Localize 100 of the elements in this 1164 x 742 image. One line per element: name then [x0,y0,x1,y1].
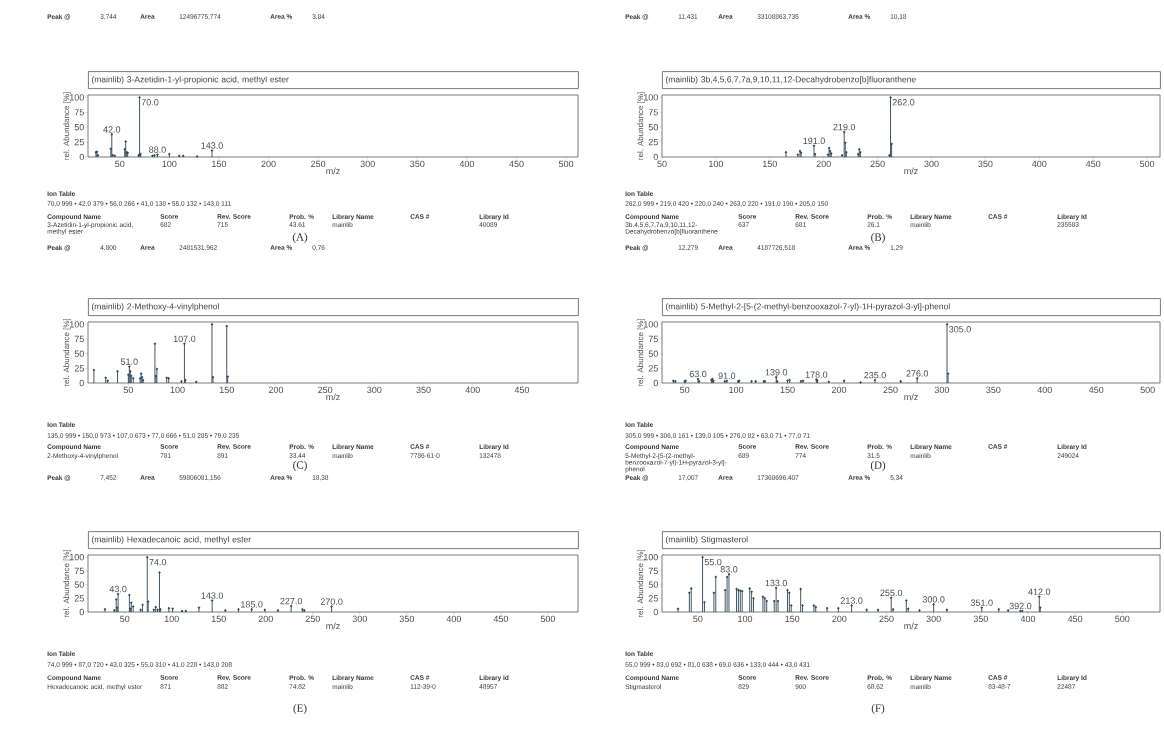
x-tick-label: 100 [170,386,185,394]
annotation: 255.0 [880,589,903,597]
annotation: 55.0 [704,558,722,566]
x-tick-label: 50 [680,386,690,394]
annotation: 191.0 [803,137,825,144]
x-tick-label: 350 [978,160,993,168]
annotation: 63.0 [689,370,707,378]
y-tick-label: 0 [653,379,658,387]
y-tick-label: 75 [648,567,658,575]
x-tick-label: 250 [883,386,898,394]
x-tick-label: 250 [305,615,320,623]
annotation: 107.0 [173,335,196,342]
x-tick-label: 300 [360,160,375,168]
y-tick-label: 100 [643,554,658,561]
annotation: 74.0 [149,558,167,566]
x-tick-label: 100 [709,160,724,168]
x-tick-label: 50 [120,615,130,623]
y-tick-label: 100 [643,321,658,328]
annotation: 412.0 [1028,588,1051,595]
x-axis-title: m/z [326,622,340,630]
x-tick-label: 150 [212,160,227,168]
y-tick-label: 100 [69,321,84,328]
x-tick-label: 450 [514,386,530,394]
annotation: 88.0 [149,146,166,153]
y-tick-label: 75 [74,335,84,343]
annotation: 91.0 [718,372,736,379]
annotation: 133.0 [765,579,788,587]
annotation: 143.0 [201,592,224,599]
annotation: 51.0 [120,358,138,365]
y-tick-label: 100 [69,554,84,561]
chart-title: (mainlib) 3-Azetidin-1-yl-propionic acid, methyl ester [91,76,289,85]
text: (C) [293,461,307,471]
x-tick-label: 200 [258,615,273,623]
x-tick-label: 150 [762,160,777,168]
annotation: 178.0 [805,371,828,378]
annotation: 351.0 [970,599,993,606]
annotation: 83.0 [720,566,738,573]
x-tick-label: 250 [318,386,333,394]
x-tick-label: 150 [211,615,226,623]
y-tick-label: 0 [79,379,84,387]
x-tick-label: 400 [1037,386,1052,394]
x-tick-label: 200 [831,386,847,394]
chart-title: (mainlib) Stigmasterol [665,536,748,545]
x-tick-label: 350 [416,386,431,394]
x-tick-label: 500 [1140,386,1155,394]
annotation: 143.0 [201,142,223,149]
x-tick-label: 250 [870,160,885,168]
y-tick-label: 0 [79,608,84,616]
x-tick-label: 300 [926,615,941,623]
annotation: 43.0 [109,585,127,593]
y-tick-label: 25 [648,138,658,146]
x-tick-label: 250 [311,160,326,168]
y-tick-label: 50 [648,581,658,588]
annotation: 262.0 [892,99,915,106]
y-tick-label: 25 [648,365,658,372]
x-tick-label: 150 [780,386,795,394]
x-tick-label: 250 [879,615,894,623]
y-axis-title: rel. Abundance [%] [63,318,71,387]
x-tick-label: 400 [1031,160,1047,168]
chart-title: (mainlib) 5-Methyl-2-[5-(2-methyl-benzooxazol-7-yl)-1H-pyrazol-3-yl]-phenol [665,303,950,312]
y-tick-label: 50 [74,124,84,131]
x-tick-label: 400 [465,386,480,394]
text: (D) [870,461,886,471]
y-tick-label: 75 [648,109,658,116]
y-tick-label: 25 [74,365,84,372]
x-tick-label: 300 [367,386,382,394]
x-tick-label: 450 [1067,615,1083,623]
x-tick-label: 50 [693,615,703,623]
x-axis-title: m/z [326,167,340,175]
annotation: 392.0 [1009,602,1032,610]
x-tick-label: 450 [493,615,509,623]
y-tick-label: 50 [648,124,658,131]
x-axis-title: m/z [904,622,918,630]
y-tick-label: 50 [648,350,658,357]
x-tick-label: 500 [558,160,574,168]
y-tick-label: 100 [69,94,84,101]
x-tick-label: 300 [924,160,939,168]
y-tick-label: 75 [74,567,84,575]
y-axis-title: rel. Abundance [%] [63,92,71,160]
annotation: 270.0 [320,598,343,605]
x-tick-label: 300 [934,386,950,394]
x-tick-label: 50 [123,386,133,394]
x-tick-label: 100 [738,615,753,623]
x-axis-title: m/z [904,393,918,401]
text: (A) [292,233,308,243]
annotation: 300.0 [922,596,945,603]
x-tick-label: 350 [986,386,1001,394]
y-tick-label: 25 [74,595,84,602]
x-tick-label: 100 [162,160,177,168]
chart-title: (mainlib) 2-Methoxy-4-vinylphenol [91,303,219,312]
annotation: 42.0 [103,126,121,133]
x-tick-label: 500 [1139,160,1155,168]
y-tick-label: 0 [653,608,658,616]
x-axis-title: m/z [326,393,340,401]
text: (B) [871,233,885,243]
x-tick-label: 450 [509,160,524,168]
chart-title: (mainlib) Hexadecanoic acid, methyl ester [91,536,251,545]
annotation: 305.0 [949,326,971,333]
x-tick-label: 300 [352,615,367,623]
x-tick-label: 50 [115,160,125,168]
